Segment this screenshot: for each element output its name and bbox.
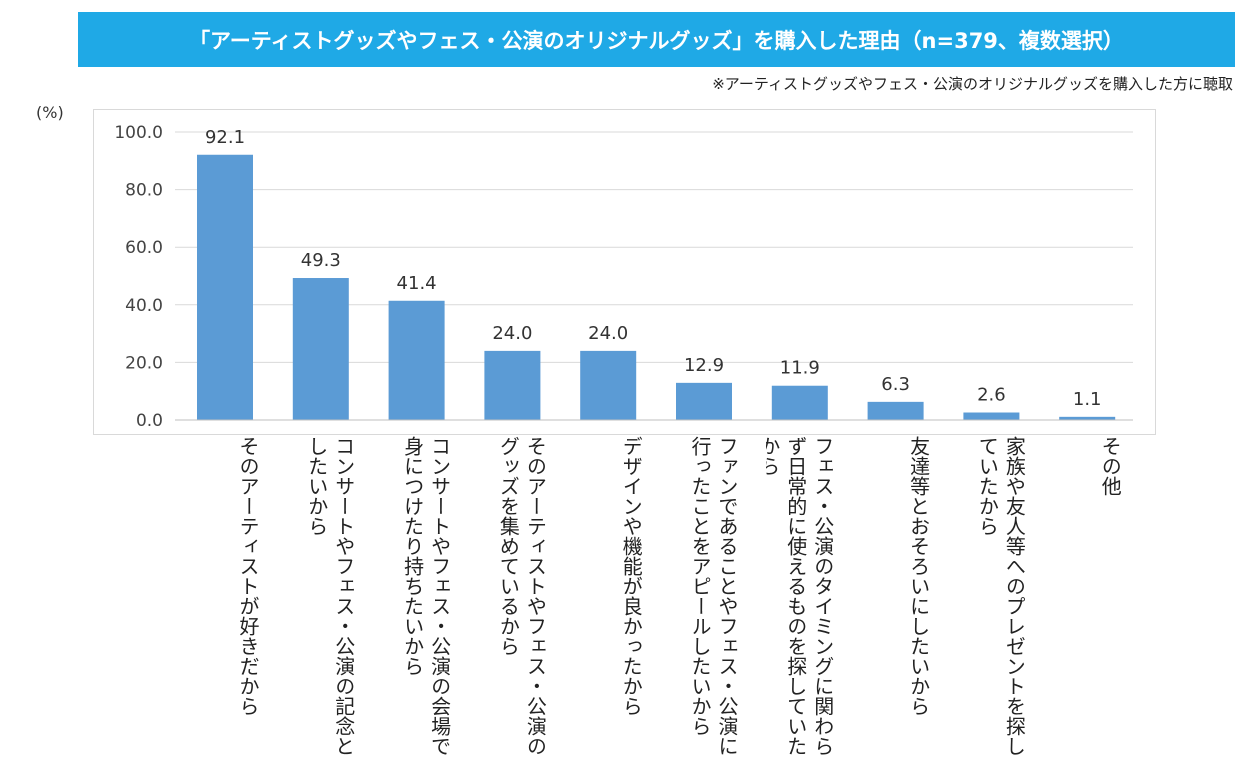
bar <box>388 300 445 420</box>
plot-area-frame <box>93 109 1156 435</box>
data-label: 2.6 <box>977 385 1006 406</box>
data-label: 41.4 <box>397 273 437 294</box>
data-label: 49.3 <box>301 250 341 271</box>
data-label: 6.3 <box>881 374 910 395</box>
x-tick-label: そのアーティストやフェス・公演のグッズを集めているから <box>496 436 548 756</box>
bar <box>580 350 637 420</box>
x-tick-label: その他 <box>1098 436 1123 496</box>
x-tick-label: フェス・公演のタイミングに関わらず日常的に使えるものを探していたから <box>765 436 835 756</box>
bar <box>771 385 828 420</box>
y-tick-label: 40.0 <box>125 296 163 316</box>
bar <box>1059 416 1116 420</box>
bar <box>867 401 924 420</box>
y-tick-label: 80.0 <box>125 181 163 201</box>
data-label: 92.1 <box>205 127 245 148</box>
y-axis-unit: (%) <box>36 103 64 122</box>
x-tick-label: 友達等とおそろいにしたいから <box>906 436 931 716</box>
data-label: 12.9 <box>684 355 724 376</box>
chart-title-banner: 「アーティストグッズやフェス・公演のオリジナルグッズ」を購入した理由（n=379… <box>78 12 1235 67</box>
x-tick-label: コンサートやフェス・公演の記念としたいから <box>304 436 356 756</box>
data-label: 11.9 <box>780 358 820 379</box>
x-tick-label: そのアーティストが好きだから <box>236 436 260 716</box>
bar <box>963 412 1020 420</box>
bar <box>197 154 253 420</box>
x-tick-label: ファンであることやフェス・公演に行ったことをアピールしたいから <box>688 436 739 756</box>
data-label: 24.0 <box>492 323 532 344</box>
respondent-note: ※アーティストグッズやフェス・公演のオリジナルグッズを購入した方に聴取 <box>712 75 1233 93</box>
x-tick-label: 家族や友人等へのプレゼントを探していたから <box>975 436 1027 756</box>
data-label: 1.1 <box>1073 389 1102 410</box>
y-tick-label: 60.0 <box>125 238 163 258</box>
bar <box>676 382 732 420</box>
y-tick-label: 0.0 <box>136 411 163 431</box>
bar <box>484 350 541 420</box>
y-tick-label: 100.0 <box>114 123 163 143</box>
bar <box>292 278 349 420</box>
data-label: 24.0 <box>588 323 628 344</box>
y-tick-label: 20.0 <box>125 353 163 373</box>
x-tick-label: デザインや機能が良かったから <box>619 436 644 716</box>
chart-title: 「アーティストグッズやフェス・公演のオリジナルグッズ」を購入した理由（n=379… <box>189 28 1124 53</box>
x-tick-label: コンサートやフェス・公演の会場で身につけたり持ちたいから <box>400 436 452 756</box>
